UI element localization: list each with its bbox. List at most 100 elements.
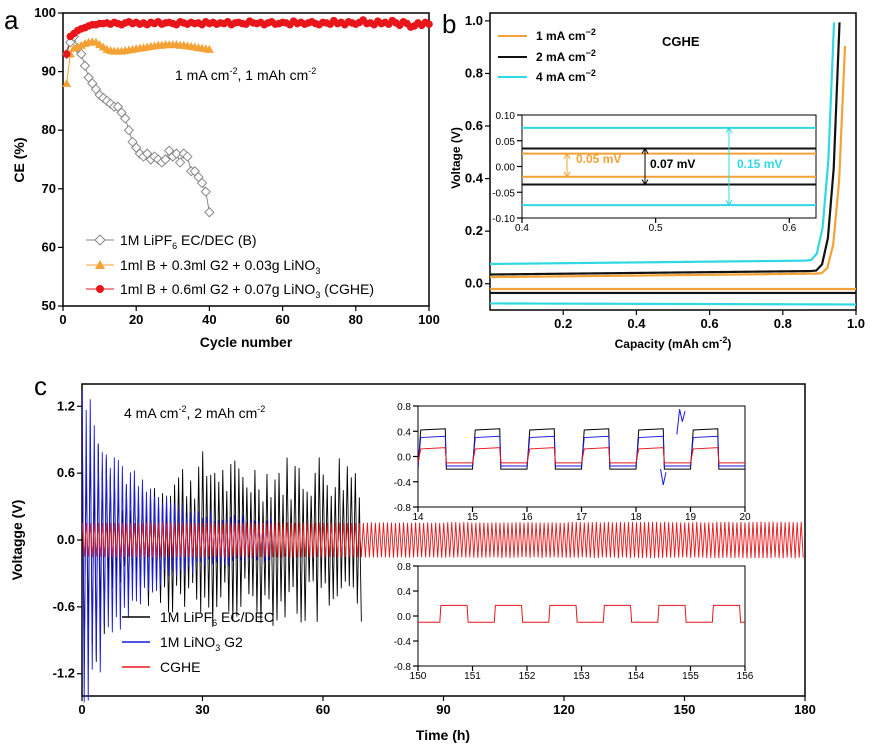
chart-b-xlabel: Capacity (mAh cm-2) [615,335,732,351]
chart-b-xtick-label: 0.8 [774,316,792,331]
point-B [171,148,182,159]
chart-c-inset-top-xtick-label: 18 [630,512,642,523]
chart-a-xtick-label: 60 [275,312,289,327]
chart-c-xtick-label: 180 [794,702,816,717]
inset-top-lipf6 [417,428,745,470]
chart-b: 0.2 0.4 0.6 0.8 1.0 0.0 0.2 0.4 0.6 0.8 1.0 CGHE 1… [449,12,865,351]
chart-c-ytick-label: -1.2 [53,666,75,681]
chart-c-inset-bottom-xtick-label: 152 [519,671,536,682]
chart-a-ytick-label: 50 [42,298,56,313]
chart-c-inset-top-ytick-label: -0.4 [394,478,412,489]
inset-arrow-007-head [641,147,649,154]
chart-b-ytick-label: 0.0 [465,276,483,291]
point-B [174,157,186,168]
chart-c-inset-bottom-ytick-label: -0.8 [394,662,412,673]
chart-a-ytick-label: 100 [34,5,56,20]
chart-b-xtick-label: 1.0 [847,316,865,331]
chart-c-ytick-label: 1.2 [57,398,75,413]
chart-a-ytick-label: 70 [42,181,56,196]
chart-a-ytick-label: 80 [42,122,56,137]
chart-b-frame [489,12,857,311]
panel-label-b: b [442,9,456,39]
chart-c-ytick-label: 0.0 [57,532,75,547]
chart-c-inset-top-xtick-label: 15 [467,512,479,523]
inset-arrow-005-head [563,171,571,178]
point-B [120,113,131,124]
chart-a-xtick-label: 40 [202,312,216,327]
chart-c-legend-2: CGHE [160,659,200,675]
chart-b-xtick-label: 0.2 [554,316,572,331]
chart-c-xtick-label: 120 [553,702,575,717]
chart-c-inset-bottom-ytick-label: 0.0 [397,612,411,623]
chart-a-legend-2: 1ml B + 0.6ml G2 + 0.07g LiNO3 (CGHE) [120,281,374,300]
chart-a-legend-1: 1ml B + 0.3ml G2 + 0.03g LiNO3 [120,257,320,276]
point-B [196,177,208,189]
chart-a: 0 20 40 60 80 100 50 60 70 80 90 100 1 mA cm-2, 1 m… [11,5,440,350]
curve-plating-2 [489,302,857,306]
chart-b-ytick-label: 0.8 [465,65,483,80]
inset-top-lino3 [417,435,745,467]
point-CGHE [425,20,433,28]
inset-arrow-015-head [725,199,733,207]
chart-c-inset-bottom-xtick-label: 150 [410,671,427,682]
chart-c-inset-top-xtick-label: 16 [521,512,533,523]
inset-arrow-005-head [563,152,571,159]
chart-a-xtick-label: 80 [349,312,363,327]
chart-b-legend-1: 2 mA cm−2 [536,48,596,64]
chart-c-annotation: 4 mA cm-2, 2 mAh cm-2 [124,404,265,421]
inset-arrow-015-head [725,126,733,134]
chart-c-xtick-label: 30 [195,702,209,717]
curve-stripping-1 [489,22,841,276]
inset-top-spike [676,409,686,435]
chart-c-inset-top-xtick-label: 14 [412,512,424,523]
chart-b-inset-ytick-label: -0.10 [492,214,515,225]
chart-c-inset-top-xtick-label: 20 [739,512,751,523]
panel-label-c: c [34,371,47,401]
chart-c-inset-bottom-ytick-label: -0.4 [394,637,412,648]
chart-a-ytick-label: 90 [42,64,56,79]
chart-c-legend-1: 1M LiNO3 G2 [160,634,243,653]
chart-b-inset-ytick-label: 0.00 [496,163,516,174]
chart-c-xtick-label: 90 [436,702,450,717]
chart-c-inset-top-ytick-label: -0.8 [394,503,412,514]
chart-b-legend: 1 mA cm−2 2 mA cm−2 4 mA cm−2 [498,27,596,84]
chart-b-inset-ytick-label: 0.05 [496,137,516,148]
chart-b-xtick-label: 0.4 [627,316,646,331]
chart-c-inset-top-ytick-label: 0.0 [397,453,411,464]
legend-marker-diamond [94,234,106,246]
chart-a-legend-0: 1M LiPF6 EC/DEC (B) [120,232,256,251]
chart-a-ytick-label: 60 [42,239,56,254]
chart-c-inset-bottom-ytick-label: 0.4 [397,587,411,598]
series-cghe [81,521,804,559]
inset-arrow-007-head [641,179,649,186]
chart-c-legend: 1M LiPF6 EC/DEC 1M LiNO3 G2 CGHE [122,609,274,675]
chart-a-annotation: 1 mA cm-2, 1 mAh cm-2 [175,66,316,83]
chart-c-inset-top-ytick-label: 0.4 [397,427,411,438]
chart-c-inset-bottom: 150 151 152 153 154 155 156 0.8 0.4 0.0 -0.4 -0.8 [394,562,754,682]
inset-top-cghe [417,447,745,464]
point-B [200,186,211,197]
legend-marker-circle [96,285,104,293]
chart-c-inset-top-xtick-label: 17 [576,512,588,523]
point-B [123,124,135,136]
chart-c-inset-bottom-xtick-label: 156 [737,671,754,682]
series-line [66,35,210,213]
inset-top-dip [660,469,667,486]
chart-b-ylabel: Voltage (V) [449,127,463,189]
chart-c-xtick-label: 0 [78,702,85,717]
chart-b-xtick-label: 0.6 [701,316,719,331]
chart-c-legend-0: 1M LiPF6 EC/DEC [160,609,274,628]
panel-label-a: a [4,5,19,35]
chart-b-inset-ytick-label: 0.10 [496,111,516,122]
chart-a-xtick-label: 0 [59,312,66,327]
point-B [204,207,215,218]
chart-a-xtick-label: 20 [129,312,143,327]
chart-c-xlabel: Time (h) [416,727,470,743]
chart-a-frame [62,12,430,307]
chart-c-xtick-label: 60 [316,702,330,717]
chart-c-inset-bottom-xtick-label: 154 [628,671,645,682]
chart-b-title: CGHE [662,34,700,49]
chart-b-inset-xtick-label: 0.6 [782,223,796,234]
point-B [182,151,193,162]
